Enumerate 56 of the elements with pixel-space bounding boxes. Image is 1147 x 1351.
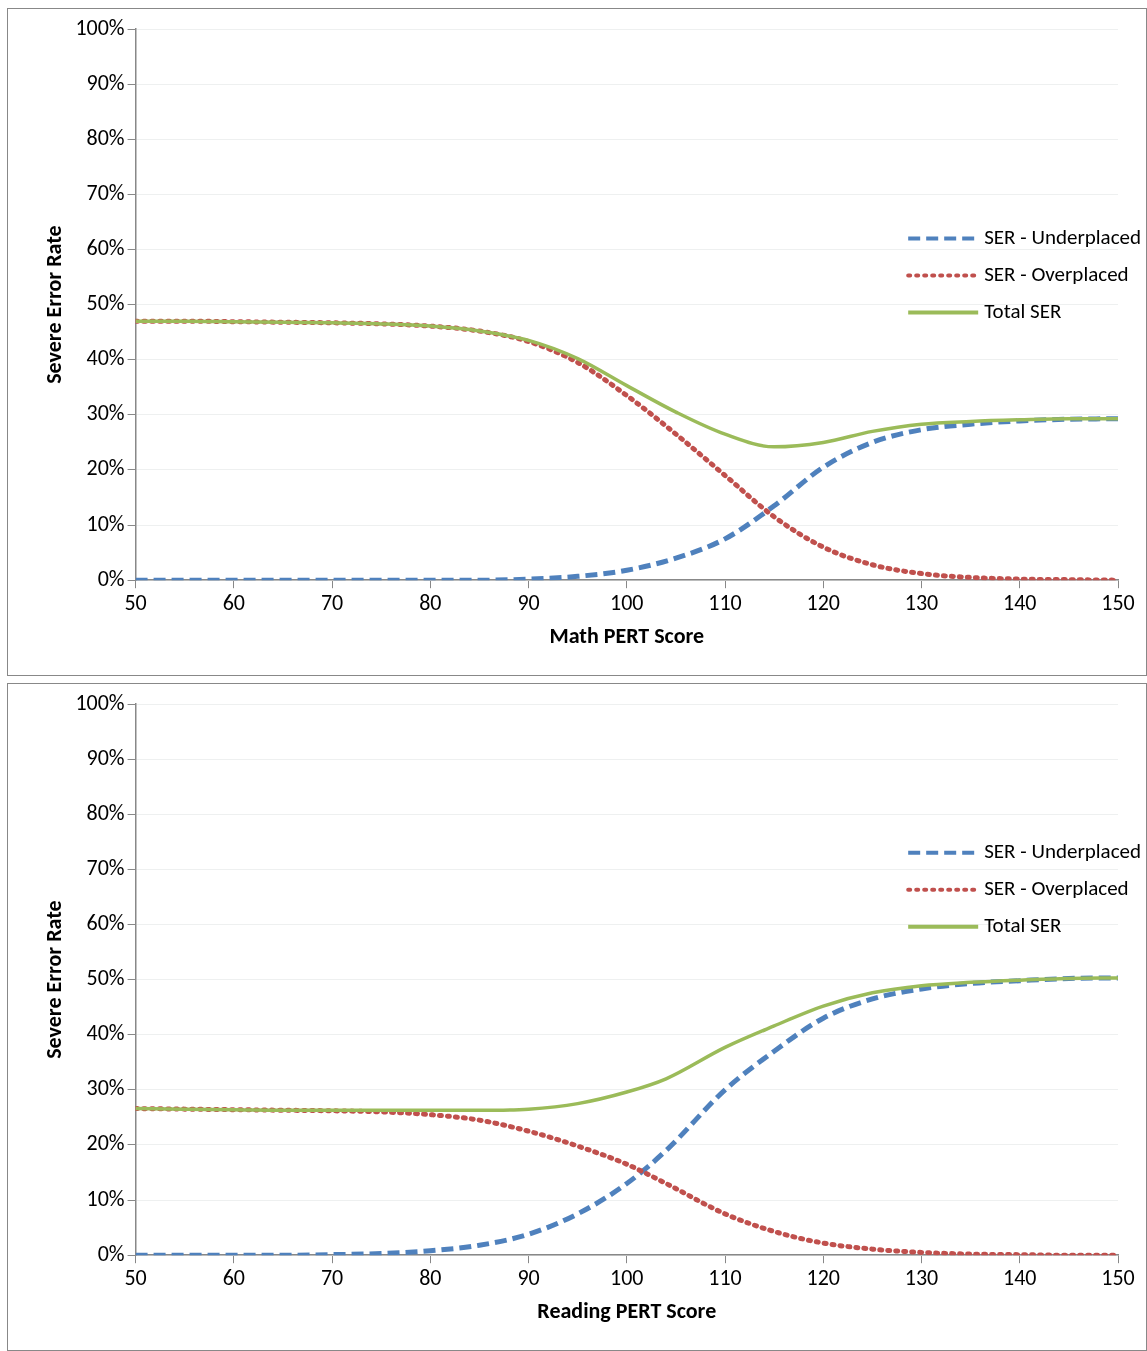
x-tick-label: 110 — [708, 588, 742, 616]
y-tick-label: 20% — [86, 454, 125, 482]
x-tick-label: 50 — [124, 588, 147, 616]
line-series — [135, 319, 1118, 449]
y-tick-label: 80% — [86, 123, 125, 151]
x-tick-label: 70 — [320, 1263, 344, 1291]
legend-label: SER - Overplaced — [984, 260, 1129, 287]
x-tick-label: 100 — [610, 1263, 644, 1291]
y-axis-title: Severe Error Rate — [39, 225, 67, 384]
y-tick-label: 100% — [75, 688, 125, 716]
x-tick-label: 120 — [806, 1263, 840, 1291]
y-tick-label: 10% — [86, 509, 125, 537]
legend-label: SER - Underplaced — [984, 223, 1142, 250]
y-tick-label: 30% — [86, 399, 125, 427]
x-tick-label: 60 — [222, 1263, 245, 1291]
x-axis-title: Reading PERT Score — [537, 1297, 717, 1325]
y-tick-label: 50% — [86, 964, 125, 992]
x-tick-label: 90 — [517, 588, 540, 616]
y-tick-label: 70% — [86, 853, 125, 881]
x-tick-label: 150 — [1101, 1263, 1135, 1291]
y-tick-label: 90% — [86, 743, 125, 771]
y-tick-label: 20% — [86, 1129, 125, 1157]
x-tick-label: 80 — [419, 588, 442, 616]
legend-label: SER - Underplaced — [984, 838, 1142, 865]
x-tick-label: 70 — [320, 588, 344, 616]
y-tick-label: 10% — [86, 1184, 125, 1212]
legend-label: Total SER — [984, 297, 1062, 324]
y-tick-label: 60% — [86, 233, 125, 261]
x-axis-title: Math PERT Score — [549, 622, 705, 650]
line-series — [135, 976, 1118, 1112]
x-tick-label: 150 — [1101, 588, 1135, 616]
y-tick-label: 60% — [86, 908, 125, 936]
y-tick-label: 40% — [86, 344, 125, 372]
x-tick-label: 50 — [124, 1263, 147, 1291]
y-tick-label: 30% — [86, 1074, 125, 1102]
y-tick-label: 0% — [97, 564, 125, 592]
x-tick-label: 60 — [222, 588, 245, 616]
legend-label: SER - Overplaced — [984, 875, 1129, 902]
y-tick-label: 100% — [75, 13, 125, 41]
y-tick-label: 50% — [86, 289, 125, 317]
y-axis-title: Severe Error Rate — [39, 900, 67, 1059]
x-tick-label: 100 — [610, 588, 644, 616]
y-tick-label: 0% — [97, 1239, 125, 1267]
x-tick-label: 80 — [419, 1263, 442, 1291]
x-tick-label: 130 — [904, 588, 939, 616]
y-tick-label: 90% — [86, 68, 125, 96]
x-tick-label: 110 — [708, 1263, 742, 1291]
x-tick-label: 140 — [1003, 588, 1037, 616]
legend-label: Total SER — [984, 912, 1062, 939]
y-tick-label: 40% — [86, 1019, 125, 1047]
x-tick-label: 130 — [904, 1263, 939, 1291]
x-tick-label: 140 — [1003, 1263, 1037, 1291]
y-tick-label: 70% — [86, 178, 125, 206]
y-tick-label: 80% — [86, 798, 125, 826]
x-tick-label: 90 — [517, 1263, 540, 1291]
x-tick-label: 120 — [806, 588, 840, 616]
